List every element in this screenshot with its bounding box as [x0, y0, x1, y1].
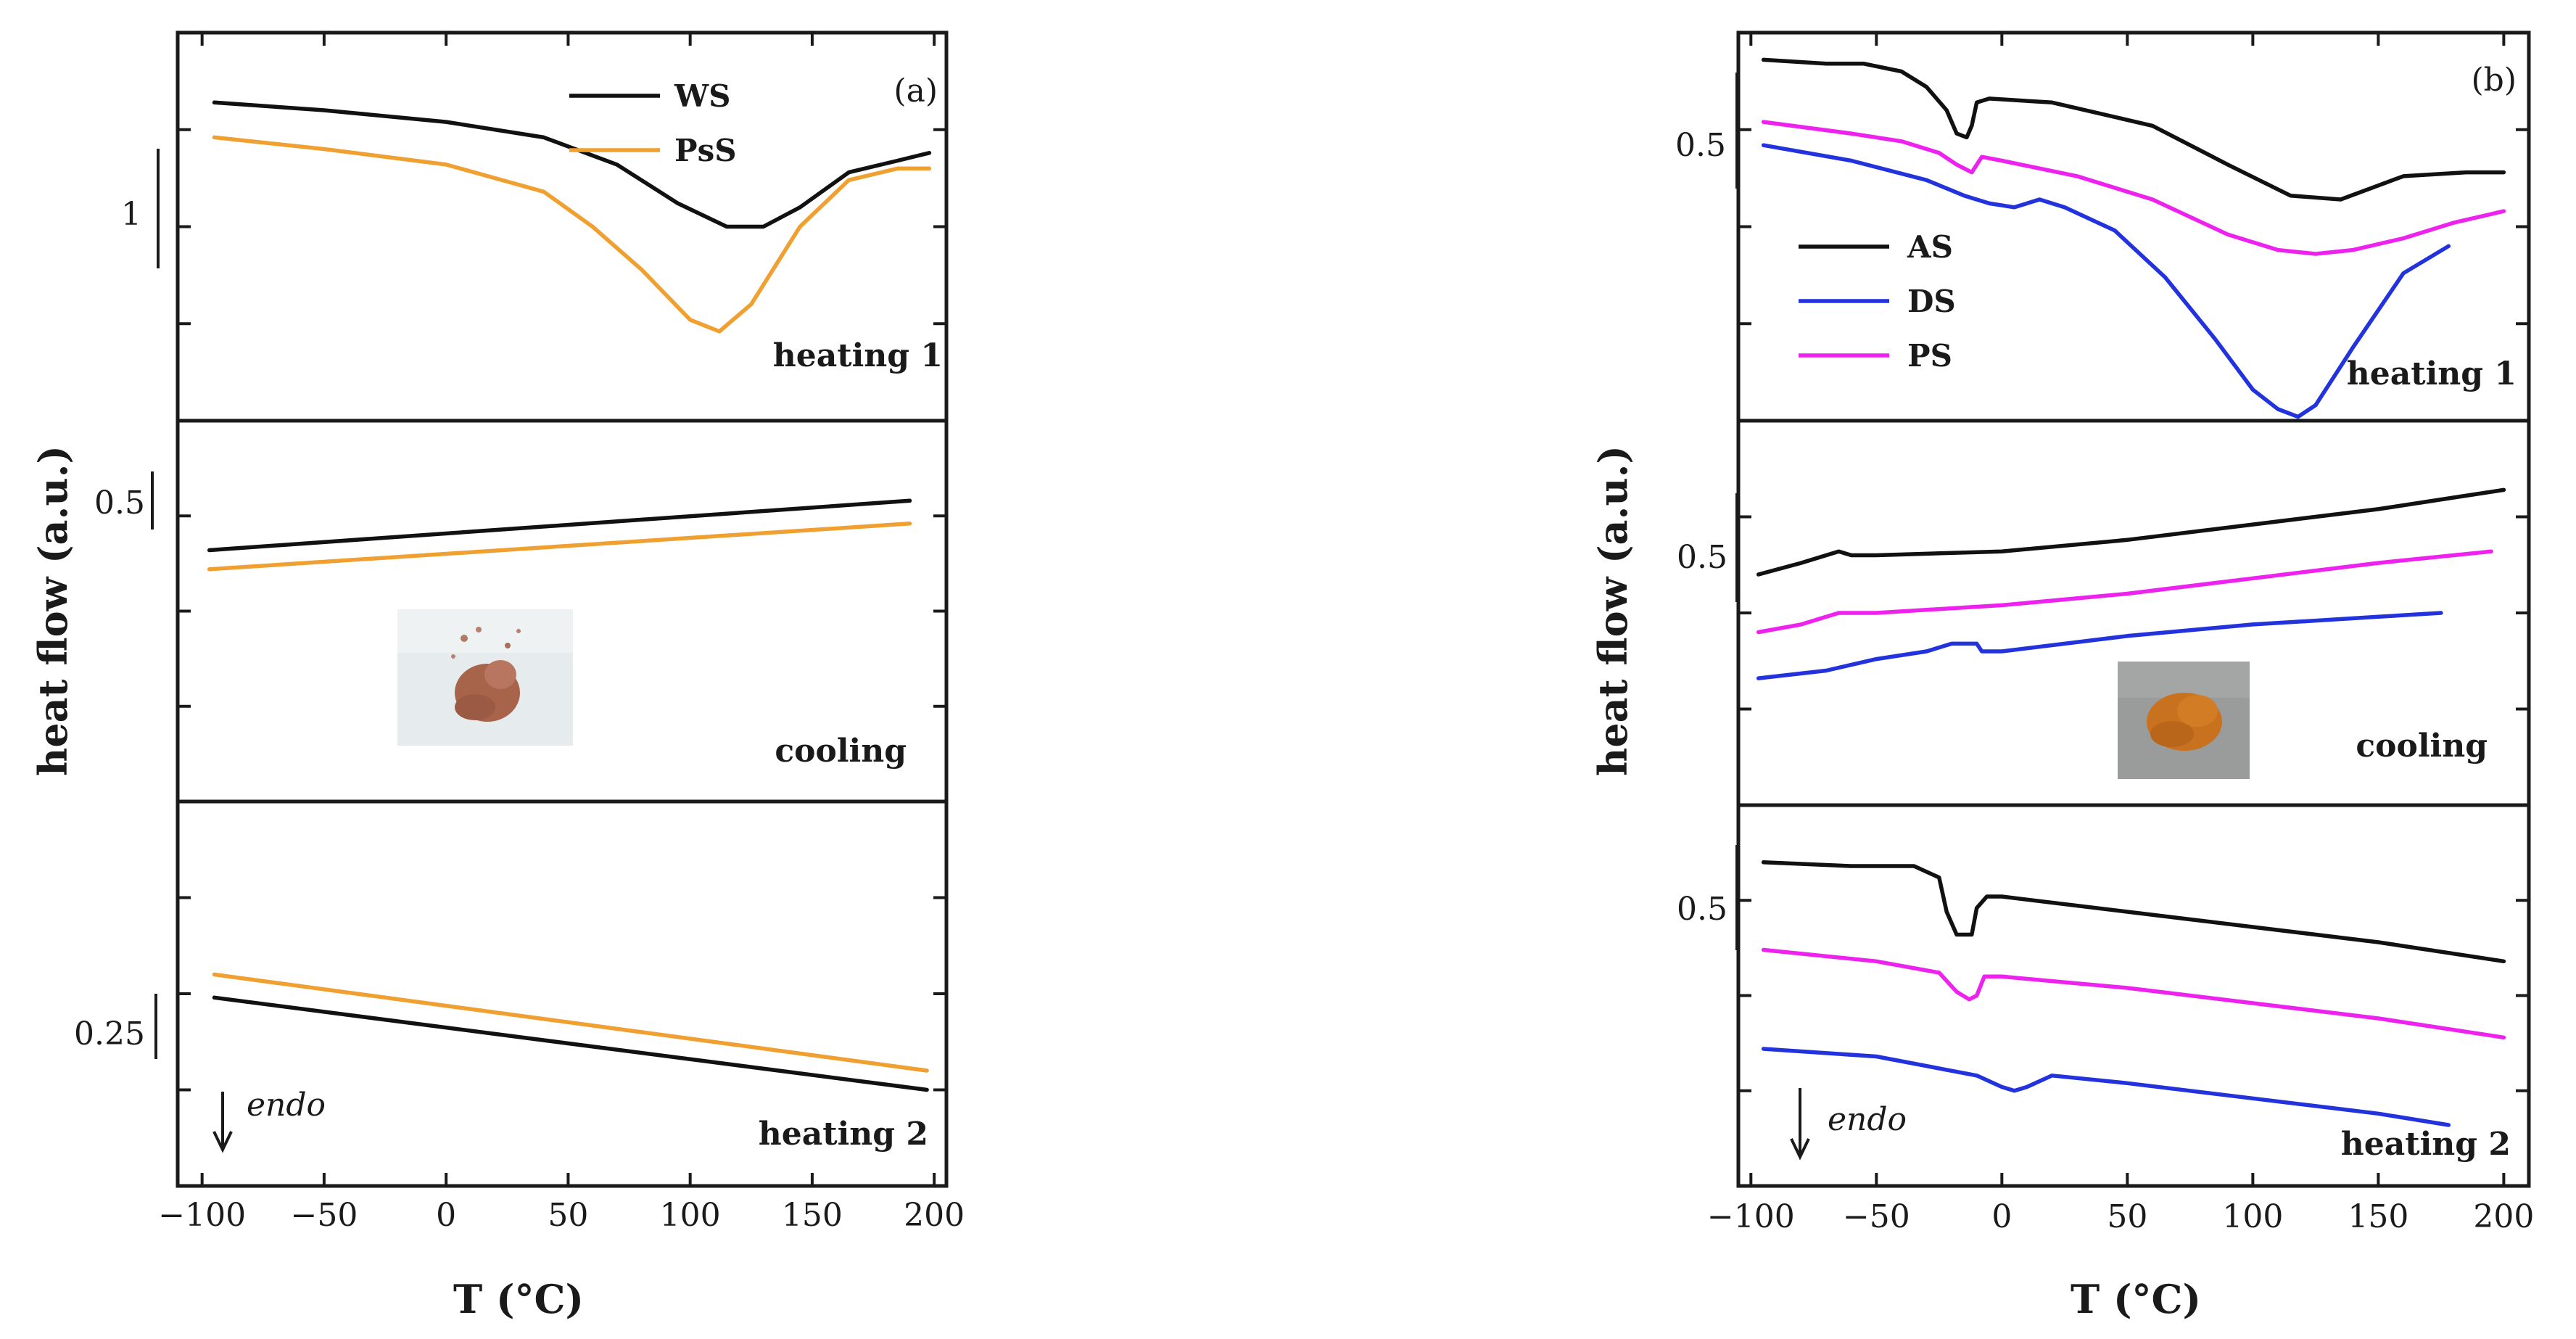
- x-tick-label-a-4: 100: [660, 1197, 721, 1234]
- corner-label-a: (a): [893, 73, 938, 110]
- series-ds-b-panel-0: [1761, 143, 2451, 419]
- series-ws-a-panel-1: [207, 498, 912, 553]
- scale-label-a-cooling: 0.5: [94, 485, 145, 522]
- inset-photo-a: [397, 609, 573, 746]
- series-pss-a-panel-2: [212, 972, 929, 1073]
- endo-label-a: endo: [247, 1087, 326, 1124]
- x-tick-label-b-0: −100: [1707, 1198, 1795, 1235]
- y-axis-label-a: heat flow (a.u.): [30, 445, 76, 776]
- scale-label-b-heating2: 0.5: [1677, 891, 1727, 928]
- scale-label-b-cooling: 0.5: [1677, 539, 1727, 576]
- series-ps-b-panel-0: [1761, 120, 2506, 256]
- x-tick-label-a-5: 150: [782, 1197, 843, 1234]
- series-ps-b-panel-1: [1756, 549, 2493, 635]
- scale-label-a-heating2: 0.25: [74, 1015, 145, 1052]
- figure-a: −100 −50 0 50 100 150 200 (a) WS PsS heating 1…: [30, 30, 965, 1322]
- x-axis-label-a: T (°C): [453, 1276, 584, 1322]
- y-axis-label-b: heat flow (a.u.): [1590, 445, 1636, 776]
- x-tick-label-b-4: 100: [2222, 1198, 2283, 1235]
- x-tick-label-b-5: 150: [2348, 1198, 2408, 1235]
- ticks-b: −100 −50 0 50 100 150 200: [1707, 33, 2534, 1235]
- endo-label-b: endo: [1828, 1101, 1907, 1138]
- endo-arrow-icon-b: [1790, 1088, 1810, 1161]
- x-tick-label-b-2: 0: [1991, 1198, 2012, 1235]
- series-as-b-panel-1: [1756, 487, 2506, 577]
- curves-a: [207, 100, 932, 1092]
- legend-label-pss: PsS: [674, 133, 737, 168]
- x-tick-label-a-1: −50: [290, 1197, 358, 1234]
- legend-a: WS PsS: [569, 78, 737, 168]
- x-tick-label-a-6: 200: [904, 1197, 965, 1234]
- series-as-b-panel-2: [1761, 860, 2506, 964]
- x-tick-label-b-1: −50: [1843, 1198, 1910, 1235]
- panel-name-b-heating2: heating 2: [2341, 1126, 2511, 1163]
- panel-name-b-cooling: cooling: [2356, 728, 2488, 765]
- ticks-a: −100 −50 0 50 100 150 200: [158, 33, 965, 1234]
- legend-b: AS DS PS: [1799, 229, 1956, 374]
- x-tick-label-a-2: 0: [436, 1197, 456, 1234]
- curves-b: [1756, 57, 2506, 1127]
- series-ws-a-panel-0: [212, 100, 932, 229]
- scale-label-a-heating1: 1: [121, 196, 141, 233]
- x-axis-label-b: T (°C): [2071, 1276, 2201, 1322]
- x-tick-label-b-3: 50: [2107, 1198, 2147, 1235]
- endo-arrow-icon-a: [212, 1092, 233, 1153]
- scale-label-b-heating1: 0.5: [1675, 127, 1726, 164]
- inset-photo-b: [2118, 662, 2250, 779]
- series-ps-b-panel-2: [1761, 947, 2506, 1040]
- legend-label-ws: WS: [674, 78, 731, 114]
- legend-label-as: AS: [1907, 229, 1953, 265]
- panel-name-a-cooling: cooling: [775, 733, 907, 770]
- x-tick-label-a-3: 50: [548, 1197, 588, 1234]
- series-ds-b-panel-1: [1756, 611, 2443, 680]
- panel-name-b-heating1: heating 1: [2347, 355, 2517, 392]
- corner-label-b: (b): [2472, 62, 2517, 99]
- panel-name-a-heating1: heating 1: [773, 337, 943, 374]
- legend-label-ps: PS: [1907, 338, 1952, 374]
- series-ws-a-panel-2: [212, 995, 929, 1092]
- series-as-b-panel-0: [1761, 57, 2506, 202]
- series-ds-b-panel-2: [1761, 1047, 2451, 1127]
- legend-label-ds: DS: [1907, 284, 1956, 319]
- x-tick-label-b-6: 200: [2473, 1198, 2534, 1235]
- series-pss-a-panel-1: [207, 522, 912, 572]
- series-pss-a-panel-0: [212, 135, 932, 334]
- x-tick-label-a-0: −100: [158, 1197, 246, 1234]
- figure-b: −100 −50 0 50 100 150 200 (b) AS DS PS heating…: [1590, 30, 2534, 1322]
- panel-name-a-heating2: heating 2: [759, 1116, 928, 1153]
